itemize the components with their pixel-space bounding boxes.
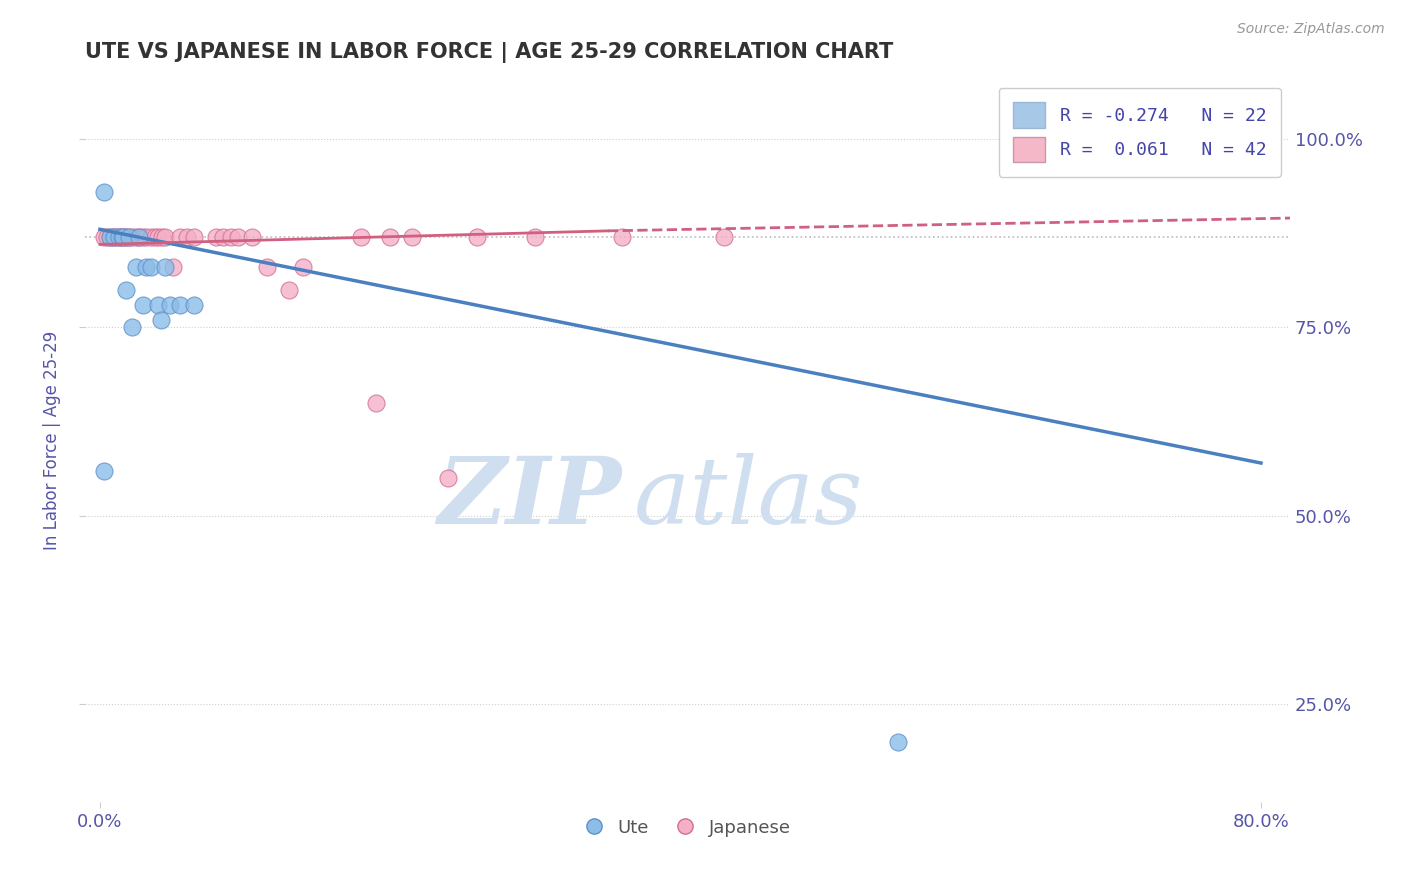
Point <box>143 230 166 244</box>
Point <box>111 230 134 244</box>
Point <box>98 230 121 244</box>
Point <box>240 230 263 244</box>
Point <box>292 260 315 274</box>
Point <box>380 230 402 244</box>
Point <box>219 230 242 244</box>
Point <box>96 230 118 244</box>
Point <box>183 230 205 244</box>
Point <box>93 185 115 199</box>
Point <box>93 464 115 478</box>
Point <box>887 735 910 749</box>
Point <box>139 260 162 274</box>
Point <box>121 230 143 244</box>
Text: UTE VS JAPANESE IN LABOR FORCE | AGE 25-29 CORRELATION CHART: UTE VS JAPANESE IN LABOR FORCE | AGE 25-… <box>86 42 894 62</box>
Point <box>465 230 488 244</box>
Point <box>401 230 423 244</box>
Point <box>169 298 191 312</box>
Point <box>132 230 155 244</box>
Point <box>437 471 460 485</box>
Point <box>93 230 115 244</box>
Point <box>125 260 148 274</box>
Point <box>135 230 157 244</box>
Point <box>176 230 198 244</box>
Point <box>121 320 143 334</box>
Point <box>150 230 173 244</box>
Text: atlas: atlas <box>634 453 863 543</box>
Point <box>125 230 148 244</box>
Point <box>135 260 157 274</box>
Point <box>98 230 121 244</box>
Point <box>115 283 138 297</box>
Y-axis label: In Labor Force | Age 25-29: In Labor Force | Age 25-29 <box>44 331 60 550</box>
Point <box>128 230 150 244</box>
Text: Source: ZipAtlas.com: Source: ZipAtlas.com <box>1237 22 1385 37</box>
Point <box>105 230 128 244</box>
Point <box>146 230 169 244</box>
Point <box>364 396 387 410</box>
Point <box>139 230 162 244</box>
Point <box>256 260 278 274</box>
Point <box>277 283 299 297</box>
Point <box>115 230 138 244</box>
Point <box>162 260 184 274</box>
Point <box>155 230 177 244</box>
Point <box>205 230 228 244</box>
Point <box>107 230 129 244</box>
Point <box>114 230 136 244</box>
Point <box>111 230 134 244</box>
Point <box>155 260 177 274</box>
Point <box>107 230 129 244</box>
Point <box>101 230 124 244</box>
Point <box>612 230 634 244</box>
Point <box>103 230 125 244</box>
Point <box>103 230 125 244</box>
Point <box>183 298 205 312</box>
Point <box>118 230 141 244</box>
Point <box>146 298 169 312</box>
Point <box>169 230 191 244</box>
Point <box>132 298 155 312</box>
Point <box>159 298 181 312</box>
Point <box>524 230 547 244</box>
Text: ZIP: ZIP <box>437 453 621 543</box>
Point <box>226 230 249 244</box>
Legend: Ute, Japanese: Ute, Japanese <box>578 812 797 844</box>
Point <box>713 230 735 244</box>
Point <box>128 230 150 244</box>
Point <box>112 230 135 244</box>
Point <box>212 230 235 244</box>
Point <box>149 313 172 327</box>
Point <box>350 230 373 244</box>
Point <box>118 230 141 244</box>
